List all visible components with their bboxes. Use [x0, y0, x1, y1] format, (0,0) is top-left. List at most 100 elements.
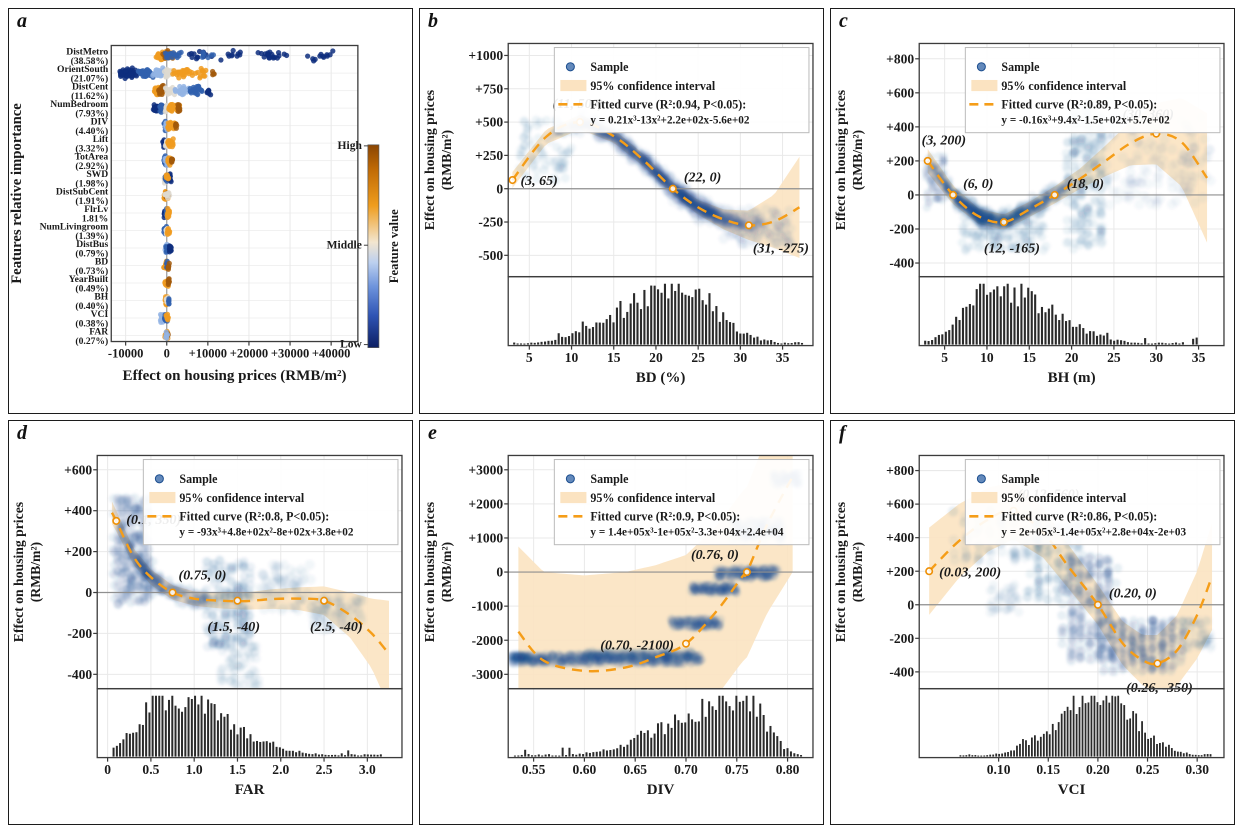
panel-d-letter: d — [17, 421, 27, 444]
legend: Sample 95% confidence interval Fitted curv… — [553, 47, 810, 134]
y-axis-title-line2: (RMB/m²) — [28, 541, 44, 601]
histogram — [959, 695, 1212, 757]
y-tick-label: -400 — [67, 666, 92, 681]
x-tick-label: -10000 — [108, 347, 143, 361]
x-tick-label: +20000 — [230, 347, 268, 361]
annotation-marker — [1050, 190, 1059, 200]
y-tick-label: +1000 — [468, 530, 503, 545]
feature-label: VCI (0.38%) — [75, 309, 108, 330]
annotation-label: (18, 0) — [1067, 176, 1104, 192]
gridlines — [111, 45, 358, 342]
legend-sample-label: Sample — [590, 471, 629, 485]
legend-ci-label: 95% confidence interval — [1001, 491, 1126, 505]
x-axis-title: Effect on housing prices (RMB/m²) — [123, 368, 347, 384]
y-tick-label: +2000 — [468, 496, 503, 511]
legend: Sample 95% confidence interval Fitted curv… — [142, 458, 399, 545]
annotation-marker — [233, 596, 242, 605]
axis-labels: 0.55 0.60 0.65 0.70 0.75 0.80 +3000 +2000 +1000 0… — [422, 462, 800, 798]
y-tick-label: +600 — [886, 496, 914, 511]
scatter-fit-chart-vci: (0.03, 200)(0.12, 560)(0.20, 0)(0.26, -3… — [833, 454, 1225, 798]
panel-a-letter: a — [17, 10, 27, 32]
y-tick-label: -400 — [889, 256, 914, 271]
y-tick-label: +800 — [886, 463, 914, 478]
y-tick-label: +600 — [886, 85, 914, 100]
y-tick-label: +600 — [64, 462, 92, 477]
y-tick-label: -400 — [889, 664, 914, 679]
x-tick-label: 30 — [1149, 350, 1163, 365]
x-tick-label: 0.80 — [776, 761, 800, 776]
x-tick-label: 15 — [607, 350, 621, 365]
x-tick-label: 2.5 — [316, 761, 333, 776]
legend: Sample 95% confidence interval Fitted curv… — [964, 47, 1221, 134]
x-tick-label: 5 — [526, 350, 533, 365]
feature-label: Lift (3.32%) — [75, 134, 109, 155]
x-tick-label: 5 — [941, 350, 948, 365]
axis-labels: 0 0.5 1.0 1.5 2.0 2.5 3.0 +600 +400 +200 0 -200 -400… — [11, 462, 376, 798]
panel-b-letter: b — [428, 10, 438, 32]
y-tick-label: +200 — [886, 153, 914, 168]
y-axis-title-line1: Effect on housing prices — [833, 90, 848, 230]
histogram — [513, 695, 803, 757]
feature-label: NumLivingroom (1.39%) — [40, 221, 109, 242]
y-axis-title-line1: Effect on housing prices — [11, 501, 26, 641]
legend: Sample 95% confidence interval Fitted curv… — [964, 458, 1221, 545]
annotation-label: (0.70, -2100) — [600, 637, 674, 653]
feature-label: DIV (4.40%) — [75, 117, 108, 138]
y-tick-label: -200 — [67, 625, 92, 640]
annotation-label: (3, 65) — [520, 173, 557, 189]
colorbar-title: Feature value — [387, 209, 401, 283]
legend-ci-label: 95% confidence interval — [1001, 79, 1126, 93]
x-axis-title: DIV — [647, 782, 675, 798]
annotation-marker — [320, 596, 329, 605]
y-tick-label: +3000 — [468, 462, 503, 477]
y-axis-title-line2: (RMB/m²) — [850, 541, 866, 601]
y-tick-label: +1000 — [468, 48, 503, 63]
y-tick-label: -250 — [478, 215, 503, 230]
x-tick-label: +40000 — [312, 347, 350, 361]
colorbar-low-label: Low — [340, 338, 362, 351]
x-tick-label: 25 — [1107, 350, 1121, 365]
scatter-fit-chart-div: (0.70, -2100)(0.76, 0)0.55 0.60 0.65 0.70 0.… — [422, 454, 814, 798]
y-tick-label: -500 — [478, 248, 503, 263]
y-tick-label: 0 — [907, 597, 914, 612]
annotation-label: (0.75, 0) — [179, 567, 227, 583]
legend-sample-marker — [976, 62, 986, 72]
legend-sample-label: Sample — [1001, 471, 1040, 485]
x-tick-label: 0.10 — [987, 761, 1011, 776]
annotation-marker — [925, 566, 934, 575]
legend-fit-equation: y = 2e+05x³-1.4e+05x²+2.8e+04x-2e+03 — [1001, 526, 1186, 538]
annotation-label: (6, 0) — [963, 176, 993, 192]
legend-ci-label: 95% confidence interval — [179, 491, 304, 505]
x-tick-label: 0.20 — [1086, 761, 1110, 776]
x-axis-title: BD (%) — [636, 370, 686, 386]
x-tick-label: 0.30 — [1185, 761, 1209, 776]
legend-fit-equation: y = 0.21x³-13x²+2.2e+02x-5.6e+02 — [590, 115, 749, 127]
legend-fit-equation: y = 1.4e+05x³-1e+05x²-3.3e+04x+2.4e+04 — [590, 526, 783, 538]
axis-labels: 0.10 0.15 0.20 0.25 0.30 +800 +600 +400 +200 0 -20… — [833, 463, 1209, 798]
beeswarm-dots — [117, 47, 336, 341]
x-tick-label: 0.25 — [1136, 761, 1160, 776]
x-tick-label: 35 — [776, 350, 790, 365]
legend-sample-label: Sample — [590, 60, 629, 74]
legend-fit-label: Fitted curve (R²:0.94, P<0.05): — [590, 97, 746, 111]
x-axis-title: BH (m) — [1048, 370, 1096, 386]
annotation-marker — [923, 156, 932, 165]
legend-ci-swatch — [560, 79, 587, 92]
x-tick-label: 0 — [104, 761, 111, 776]
y-tick-label: -2000 — [472, 632, 504, 647]
legend-ci-label: 95% confidence interval — [590, 491, 715, 505]
annotation-marker — [508, 175, 517, 185]
panel-f-letter: f — [839, 421, 846, 444]
annotation-label: (31, -275) — [753, 241, 809, 257]
legend-ci-label: 95% confidence interval — [590, 79, 715, 93]
legend-fit-equation: y = -93x³+4.8e+02x²-8e+02x+3.8e+02 — [179, 526, 353, 538]
legend-fit-label: Fitted curve (R²:0.89, P<0.05): — [1001, 97, 1157, 111]
annotation-marker — [999, 218, 1008, 227]
x-axis-title: FAR — [235, 782, 266, 798]
annotation-marker — [1093, 600, 1102, 609]
feature-label: FAR (0.27%) — [75, 326, 109, 347]
x-axis-title: VCI — [1058, 782, 1086, 798]
x-tick-label: 0.65 — [623, 761, 647, 776]
x-tick-label: 1.5 — [229, 761, 246, 776]
annotation-marker — [681, 639, 691, 648]
